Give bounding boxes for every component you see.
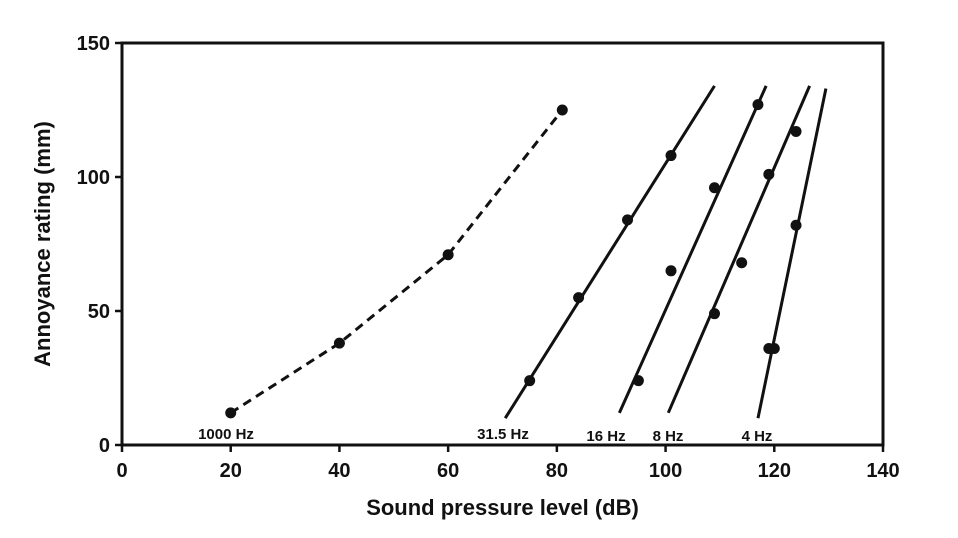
series-label: 31.5 Hz (477, 426, 529, 443)
x-tick-label: 100 (649, 460, 682, 482)
x-tick-label: 80 (546, 460, 568, 482)
tick-labels: 0 20 40 60 80 100 120 140 0 50 100 150 (77, 33, 900, 482)
data-point (665, 150, 677, 162)
plot-area (120, 41, 885, 447)
series-4-hz: 4 Hz (742, 88, 828, 445)
fit-line (503, 85, 716, 419)
data-point (790, 125, 802, 137)
series-label: 16 Hz (586, 428, 625, 445)
fit-line (666, 85, 811, 414)
y-tick-label: 0 (99, 435, 110, 457)
x-tick-label: 60 (437, 460, 459, 482)
data-point (632, 375, 644, 387)
x-tick-label: 40 (328, 460, 350, 482)
data-point (708, 308, 720, 320)
x-tick-label: 0 (116, 460, 127, 482)
y-tick-label: 150 (77, 33, 110, 55)
x-axis-title: Sound pressure level (dB) (366, 495, 639, 520)
series-1000-hz: 1000 Hz (198, 104, 568, 443)
data-point (665, 265, 677, 277)
fit-line (617, 85, 768, 414)
data-point (333, 337, 345, 349)
data-point (708, 182, 720, 194)
data-point (752, 99, 764, 111)
series-label: 1000 Hz (198, 426, 254, 443)
fit-line (756, 88, 828, 419)
data-point (790, 219, 802, 231)
data-point (768, 343, 780, 355)
x-tick-label: 120 (758, 460, 791, 482)
y-tick-label: 50 (88, 301, 110, 323)
plot-frame (120, 41, 885, 447)
y-axis-title: Annoyance rating (mm) (30, 121, 55, 367)
series-label: 4 Hz (742, 428, 773, 445)
data-point (573, 292, 585, 304)
series-layer: 1000 Hz 31.5 Hz 16 Hz 8 Hz 4 Hz (198, 85, 828, 445)
series-8-hz: 8 Hz (653, 85, 811, 445)
data-point (225, 407, 237, 419)
series-16-hz: 16 Hz (586, 85, 768, 445)
data-point (622, 214, 634, 226)
series-label: 8 Hz (653, 428, 684, 445)
x-tick-label: 140 (866, 460, 899, 482)
x-tick-label: 20 (220, 460, 242, 482)
y-tick-label: 100 (77, 167, 110, 189)
series-31-5-hz: 31.5 Hz (477, 85, 716, 443)
data-point (763, 168, 775, 180)
data-point (556, 104, 568, 116)
data-point (442, 249, 454, 261)
series-line (229, 109, 564, 415)
data-point (524, 375, 536, 387)
data-point (736, 257, 748, 269)
